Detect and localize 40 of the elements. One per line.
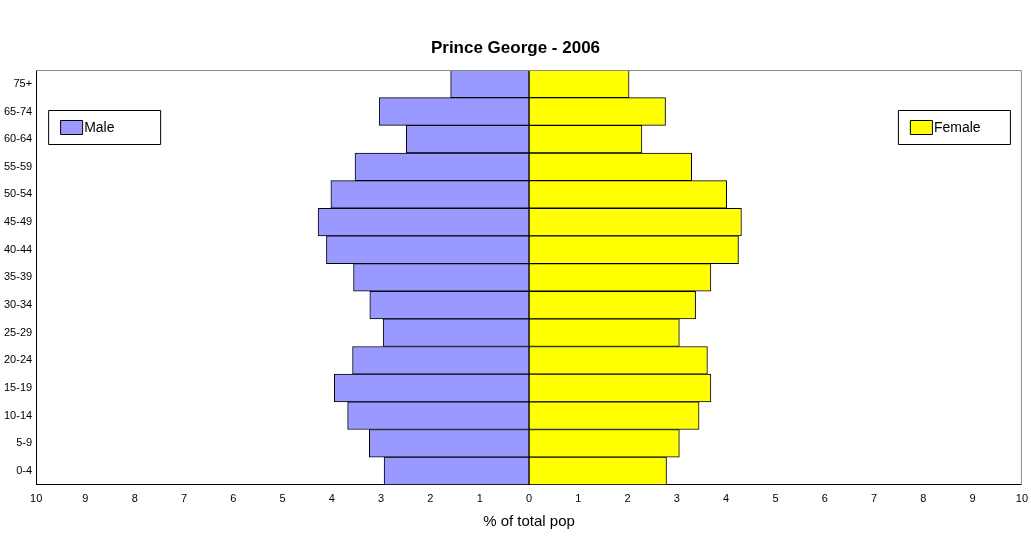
y-tick-label: 5-9	[16, 436, 33, 449]
x-tick-label: 1	[575, 492, 582, 505]
x-tick-label: 4	[328, 492, 335, 505]
x-tick-label: 2	[427, 492, 434, 505]
legend-label: Female	[933, 118, 981, 135]
x-tick-label: 5	[279, 492, 286, 505]
x-axis-title: % of total pop	[483, 512, 575, 530]
y-tick-label: 60-64	[3, 132, 33, 145]
y-tick-label: 55-59	[3, 159, 33, 172]
x-tick-label: 2	[624, 492, 631, 505]
y-tick-label: 40-44	[3, 242, 33, 255]
y-tick-label: 75+	[13, 76, 33, 89]
x-tick-label: 3	[673, 492, 680, 505]
y-tick-label: 0-4	[16, 464, 33, 476]
x-tick-label: 6	[821, 492, 828, 505]
x-tick-label: 0	[525, 492, 533, 505]
x-tick-label: 8	[920, 492, 927, 505]
y-tick-label: 30-34	[3, 298, 33, 311]
x-tick-label: 4	[723, 492, 730, 505]
x-tick-label: 10	[30, 492, 43, 505]
y-tick-label: 45-49	[3, 215, 33, 228]
x-tick-label: 6	[230, 492, 237, 505]
y-tick-label: 65-74	[3, 104, 33, 117]
legend-label: Male	[84, 118, 115, 135]
x-tick-label: 8	[131, 492, 138, 505]
x-tick-label: 7	[870, 492, 878, 505]
y-tick-label: 10-14	[3, 408, 33, 421]
y-tick-label: 50-54	[3, 187, 33, 200]
y-tick-label: 35-39	[3, 270, 33, 283]
chart-title: Prince George - 2006	[429, 38, 602, 58]
y-tick-label: 20-24	[3, 353, 33, 366]
x-tick-label: 7	[180, 492, 188, 505]
x-tick-label: 5	[772, 492, 779, 505]
y-tick-label: 25-29	[3, 325, 33, 338]
x-tick-label: 10	[1015, 492, 1029, 505]
x-tick-label: 1	[476, 492, 483, 505]
x-tick-label: 3	[378, 492, 385, 505]
y-tick-label: 15-19	[3, 381, 33, 394]
x-tick-label: 9	[969, 492, 976, 505]
x-tick-label: 9	[82, 492, 89, 505]
